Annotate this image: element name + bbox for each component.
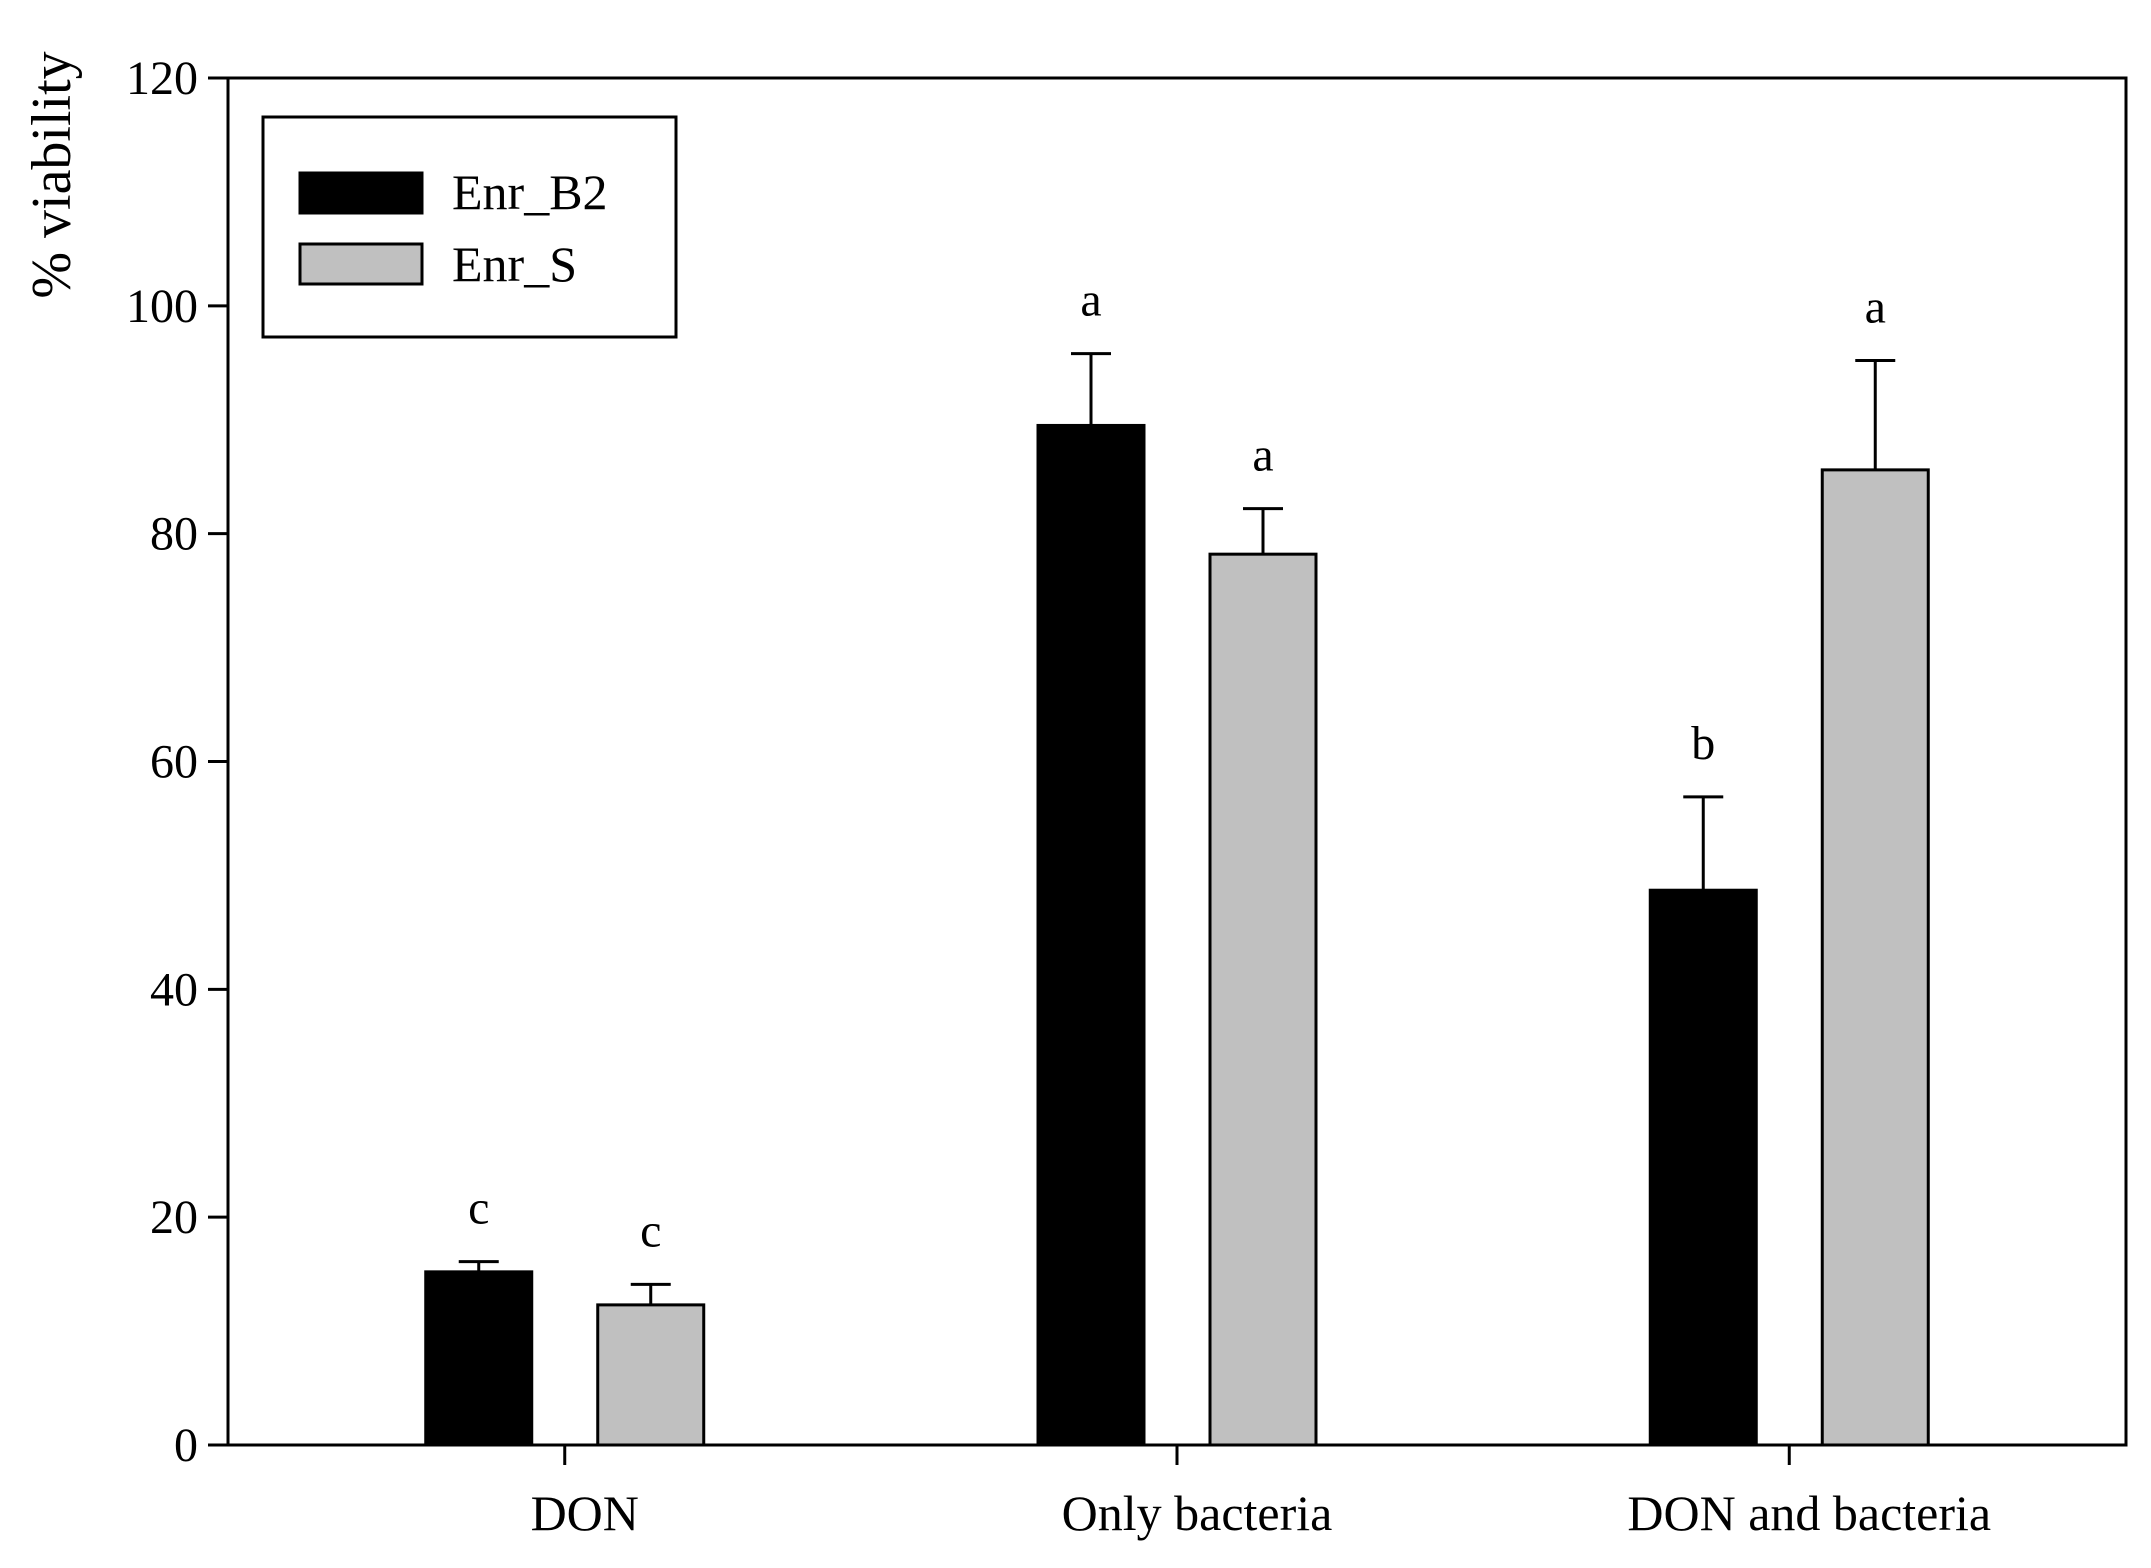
y-tick-label-60: 60 — [150, 736, 198, 789]
legend-swatch-enr-b2 — [298, 171, 424, 215]
y-tick-label-80: 80 — [150, 508, 198, 561]
x-tick-label-don: DON — [531, 1485, 639, 1541]
bar-don-and-bacteria-enr-s — [1820, 468, 1930, 1447]
bar-only-bacteria-enr-b2 — [1036, 423, 1146, 1447]
y-tick-label-20: 20 — [150, 1191, 198, 1244]
significance-label-only-bacteria-enr-b2: a — [1080, 274, 1101, 327]
y-axis: 0 20 40 60 80 100 120 — [126, 52, 228, 1472]
significance-label-don-enr-s: c — [640, 1204, 661, 1257]
x-tick-label-only-bacteria: Only bacteria — [1062, 1485, 1333, 1541]
legend-box — [261, 115, 678, 339]
y-tick-label-100: 100 — [126, 280, 198, 333]
y-tick-label-120: 120 — [126, 52, 198, 105]
legend-label-enr-s: Enr_S — [452, 236, 577, 292]
legend-swatch-enr-s — [298, 242, 424, 286]
y-axis-title: % viability — [21, 51, 83, 298]
bar-don-and-bacteria-enr-b2 — [1648, 888, 1758, 1447]
x-axis: DON Only bacteria DON and bacteria — [531, 1445, 1991, 1541]
significance-label-only-bacteria-enr-s: a — [1252, 429, 1273, 482]
bar-don-enr-s — [596, 1303, 706, 1447]
y-tick-label-0: 0 — [174, 1419, 198, 1472]
error-bars-layer — [458, 352, 1896, 1305]
legend-label-enr-b2: Enr_B2 — [452, 164, 608, 220]
bar-only-bacteria-enr-s — [1208, 552, 1318, 1447]
y-tick-label-40: 40 — [150, 963, 198, 1016]
significance-labels-layer: c c a a b a — [468, 274, 1886, 1258]
bar-don-enr-b2 — [424, 1270, 534, 1447]
significance-label-don-and-bacteria-enr-s: a — [1865, 281, 1886, 334]
significance-label-don-enr-b2: c — [468, 1182, 489, 1235]
significance-label-don-and-bacteria-enr-b2: b — [1691, 717, 1715, 770]
legend: Enr_B2 Enr_S — [261, 115, 678, 339]
x-tick-label-don-and-bacteria: DON and bacteria — [1627, 1485, 1991, 1541]
